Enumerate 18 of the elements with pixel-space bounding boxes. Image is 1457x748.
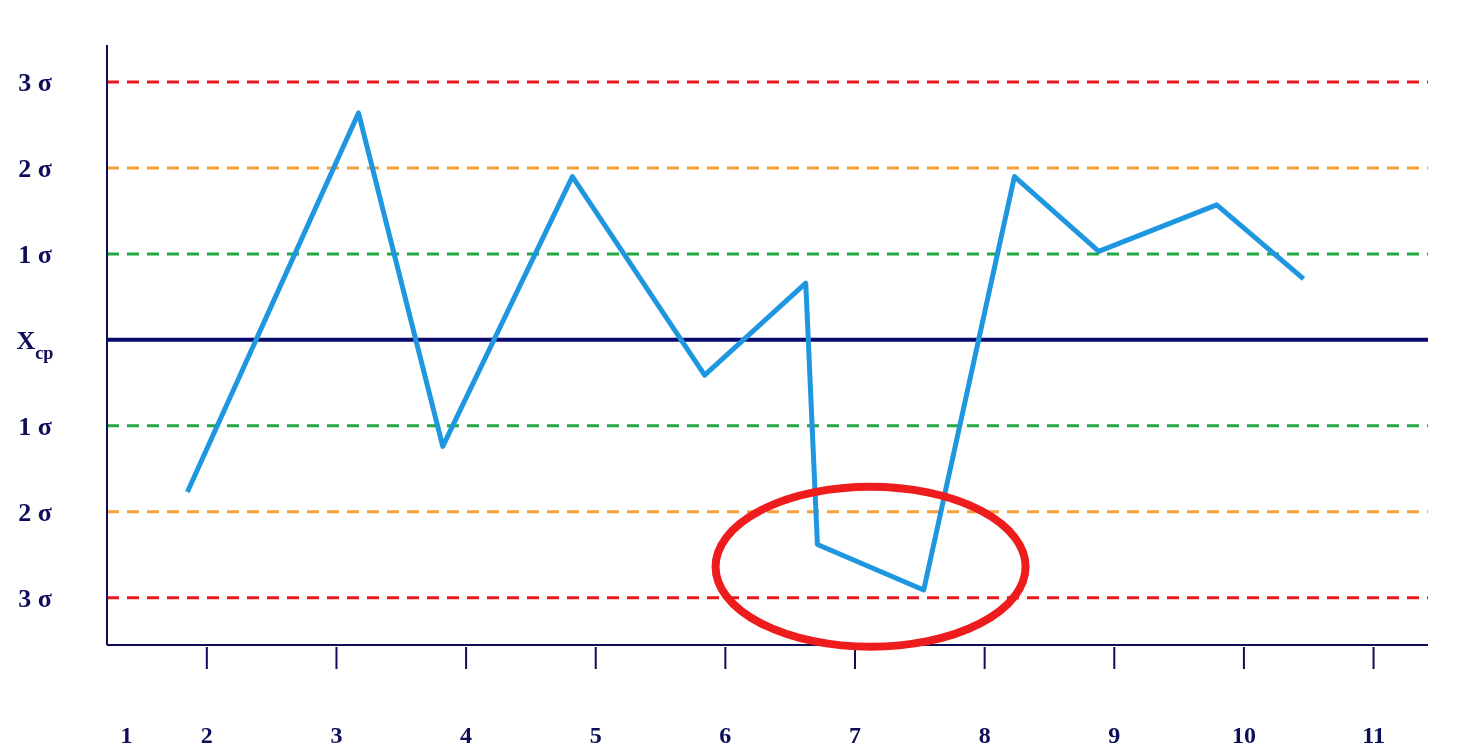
y-tick-label: 3 σ [18,583,52,613]
y-tick-label: 3 σ [18,68,52,98]
x-tick-label: 3 [330,722,343,748]
y-tick-label: 2 σ [18,154,52,184]
x-tick-label: 10 [1231,722,1256,748]
x-tick-label: 1 [120,722,133,748]
x-tick-label: 7 [849,722,861,748]
x-tick-label: 8 [978,722,991,748]
x-tick-label: 9 [1108,722,1121,748]
x-tick-label: 4 [460,722,473,748]
x-tick-label: 6 [719,722,732,748]
x-tick-label: 2 [200,722,213,748]
y-tick-label: 2 σ [18,497,52,527]
y-tick-label: X$_{cp}$ [16,325,54,363]
y-tick-label: 1 σ [18,411,52,441]
x-tick-label: 11 [1362,722,1385,748]
x-tick-label: 5 [589,722,602,748]
y-tick-label: 1 σ [18,239,52,269]
